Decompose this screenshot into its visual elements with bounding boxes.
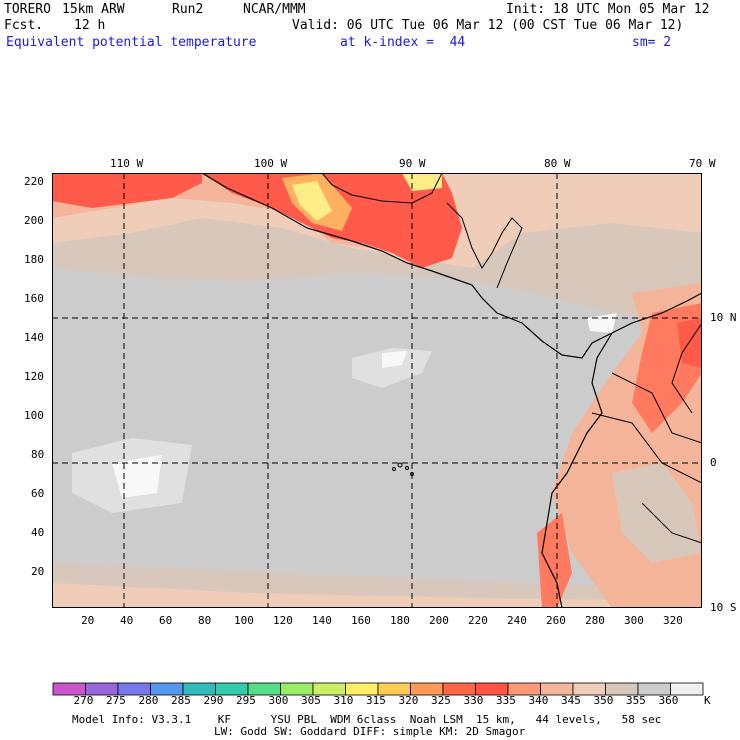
x-tick: 20 <box>81 614 95 627</box>
y-tick: 120 <box>24 370 44 383</box>
colorbar-label: 360 <box>658 694 679 707</box>
coastline-central-america <box>201 173 702 359</box>
y-tick: 80 <box>31 448 45 461</box>
border-colombia-venezuela <box>671 322 702 414</box>
border-guatemala <box>446 202 523 289</box>
colorbar-label: 350 <box>593 694 614 707</box>
colorbar-label: 320 <box>398 694 419 707</box>
level-info: at k-index = 44 <box>340 35 466 50</box>
colorbar-label: 280 <box>138 694 159 707</box>
lat-label-10s: 10 S <box>710 601 737 614</box>
x-tick: 40 <box>120 614 134 627</box>
model-run: Run2 <box>172 2 204 17</box>
colorbar-label: 340 <box>528 694 549 707</box>
coastline-gulf <box>321 173 443 204</box>
init-time: Init: 18 UTC Mon 05 Mar 12 <box>506 2 710 17</box>
colorbar-label: 300 <box>268 694 289 707</box>
field-beige-andes <box>612 463 702 563</box>
colorbar-label: 325 <box>431 694 451 707</box>
field-hot2-peru <box>537 513 572 608</box>
colorbar-label: 315 <box>366 694 386 707</box>
colorbar-label: 295 <box>236 694 256 707</box>
y-tick: 160 <box>24 292 44 305</box>
x-tick: 160 <box>351 614 371 627</box>
y-tick: 200 <box>24 214 44 227</box>
x-tick: 100 <box>234 614 254 627</box>
model-resolution: 15km ARW <box>62 2 125 17</box>
lat-label-10n: 10 N <box>710 311 737 324</box>
coastline-south-america <box>541 332 613 608</box>
lon-label-70w: 70 W <box>689 157 716 170</box>
model-org: NCAR/MMM <box>243 2 306 17</box>
theta-e-map <box>52 173 702 608</box>
colorbar-label: 310 <box>333 694 354 707</box>
lon-label-100w: 100 W <box>254 157 288 170</box>
x-tick: 220 <box>468 614 488 627</box>
colorbar-label: 345 <box>561 694 581 707</box>
field-white-patch-center <box>382 351 407 368</box>
colorbar-unit: K <box>704 694 711 707</box>
x-tick: 300 <box>624 614 644 627</box>
x-tick: 200 <box>429 614 449 627</box>
island-galapagos <box>405 466 409 470</box>
forecast-hours: 12 h <box>74 18 106 33</box>
colorbar-label: 330 <box>463 694 484 707</box>
x-tick: 260 <box>546 614 566 627</box>
valid-time: Valid: 06 UTC Tue 06 Mar 12 (00 CST Tue … <box>292 18 684 33</box>
colorbar-label: 305 <box>301 694 321 707</box>
colorbar <box>52 682 704 696</box>
border-ecuador-peru <box>591 412 702 484</box>
map-frame <box>52 173 702 608</box>
x-tick: 280 <box>585 614 605 627</box>
model-info-line: Model Info: V3.3.1 KF YSU PBL WDM 6class… <box>72 713 662 726</box>
field-hot-venezuela <box>677 318 702 368</box>
physics-info-line: LW: Godd SW: Goddard DIFF: simple KM: 2D… <box>214 725 526 738</box>
y-tick: 100 <box>24 409 44 422</box>
lat-label-0: 0 <box>710 456 717 469</box>
y-tick: 220 <box>24 175 44 188</box>
x-tick: 180 <box>390 614 410 627</box>
model-name: TORERO <box>4 2 51 17</box>
field-name: Equivalent potential temperature <box>6 35 257 50</box>
colorbar-label: 285 <box>171 694 191 707</box>
x-tick: 120 <box>273 614 293 627</box>
x-tick: 80 <box>198 614 212 627</box>
field-hot-west <box>52 173 202 208</box>
y-tick: 40 <box>31 526 45 539</box>
x-tick: 320 <box>663 614 683 627</box>
field-tan-south <box>52 583 702 608</box>
colorbar-label: 290 <box>203 694 224 707</box>
border-colombia-ecuador <box>611 372 702 444</box>
y-tick: 140 <box>24 331 44 344</box>
colorbar-label: 355 <box>626 694 646 707</box>
colorbar-label: 270 <box>73 694 94 707</box>
lon-label-80w: 80 W <box>544 157 571 170</box>
colorbar-swatch <box>670 682 704 696</box>
x-tick: 60 <box>159 614 173 627</box>
y-tick: 60 <box>31 487 45 500</box>
colorbar-label: 275 <box>106 694 126 707</box>
forecast-label: Fcst. <box>4 18 44 33</box>
border-peru-brazil <box>641 502 702 544</box>
y-tick: 20 <box>31 565 45 578</box>
colorbar-label: 335 <box>496 694 516 707</box>
y-tick: 180 <box>24 253 44 266</box>
field-yellow-mexico <box>292 181 332 221</box>
island-galapagos <box>397 462 403 468</box>
x-tick: 140 <box>312 614 332 627</box>
smoothing-info: sm= 2 <box>632 35 672 50</box>
lon-label-90w: 90 W <box>399 157 426 170</box>
lon-label-110w: 110 W <box>110 157 144 170</box>
x-tick: 240 <box>507 614 527 627</box>
island-galapagos <box>392 467 396 471</box>
